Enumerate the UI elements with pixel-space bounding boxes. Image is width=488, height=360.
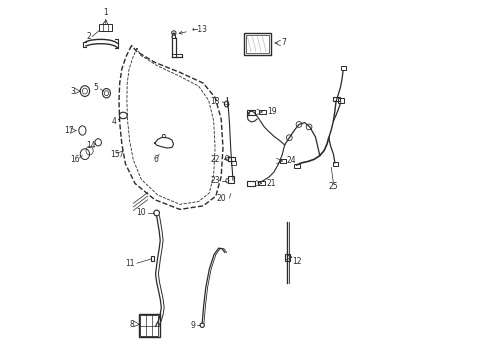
Bar bbox=[293, 163, 299, 168]
Bar bbox=[338, 98, 344, 103]
Text: 17: 17 bbox=[64, 126, 74, 135]
Text: 18: 18 bbox=[210, 96, 220, 105]
Text: 11: 11 bbox=[125, 259, 135, 268]
Text: 20: 20 bbox=[217, 194, 226, 203]
Bar bbox=[140, 315, 158, 336]
Bar bbox=[99, 24, 112, 31]
Text: 9: 9 bbox=[190, 321, 195, 330]
Text: 2: 2 bbox=[86, 32, 91, 41]
Text: 23: 23 bbox=[210, 176, 220, 185]
Text: 19: 19 bbox=[266, 107, 276, 116]
Bar bbox=[247, 110, 255, 115]
Text: 5: 5 bbox=[93, 83, 98, 92]
Text: 16: 16 bbox=[70, 155, 80, 164]
Bar bbox=[332, 162, 338, 166]
Text: 7: 7 bbox=[281, 39, 286, 48]
Text: 21: 21 bbox=[265, 179, 275, 188]
Text: 22: 22 bbox=[210, 155, 220, 164]
Bar bbox=[228, 157, 234, 161]
Text: ←13: ←13 bbox=[179, 24, 207, 34]
Bar bbox=[340, 66, 346, 70]
Text: 25: 25 bbox=[328, 182, 338, 191]
Text: 1: 1 bbox=[103, 8, 107, 17]
Bar bbox=[230, 161, 235, 165]
Text: 14: 14 bbox=[86, 141, 96, 150]
Bar bbox=[247, 181, 255, 186]
Bar bbox=[150, 256, 154, 261]
Text: 24: 24 bbox=[286, 157, 296, 166]
Bar bbox=[244, 33, 270, 55]
Bar bbox=[258, 181, 264, 185]
Text: 6: 6 bbox=[153, 155, 158, 164]
Text: 3: 3 bbox=[70, 86, 75, 95]
Text: 8: 8 bbox=[129, 320, 134, 329]
Text: 12: 12 bbox=[291, 257, 301, 266]
Text: 15: 15 bbox=[110, 150, 120, 159]
Bar bbox=[139, 314, 159, 337]
Bar bbox=[258, 110, 265, 114]
Bar bbox=[279, 159, 285, 163]
Bar bbox=[285, 253, 290, 261]
Bar bbox=[228, 176, 233, 183]
Text: 4: 4 bbox=[111, 117, 116, 126]
Bar bbox=[245, 35, 268, 53]
Text: 10: 10 bbox=[136, 208, 145, 217]
Bar bbox=[333, 97, 339, 101]
